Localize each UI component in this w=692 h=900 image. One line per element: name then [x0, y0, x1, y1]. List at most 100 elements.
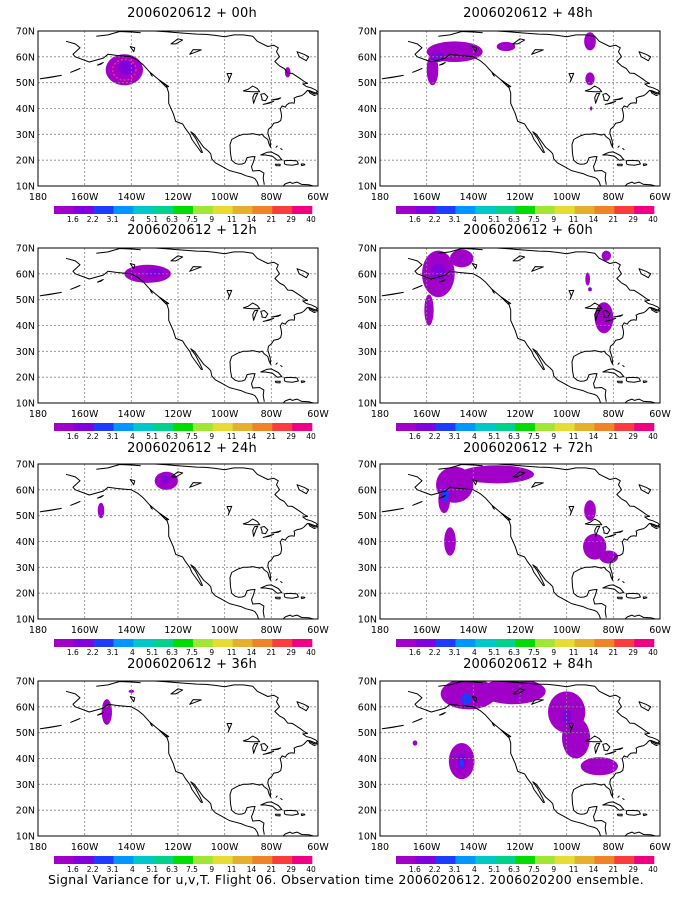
island-outline [39, 724, 62, 730]
lon-tick-label: 80W [261, 192, 283, 203]
coastline [65, 257, 314, 403]
variance-blob [580, 757, 618, 776]
lat-tick-label: 50N [358, 511, 377, 522]
colorbar-segment [495, 206, 516, 214]
map-gridlines [380, 681, 660, 836]
lake-outline [604, 100, 617, 105]
island-outline [280, 798, 283, 801]
lat-tick-label: 40N [16, 104, 35, 115]
variance-fields [436, 465, 619, 564]
variance-fields [422, 249, 614, 334]
colorbar-label: 21 [609, 432, 619, 441]
colorbar-segment [212, 423, 233, 431]
colorbar-label: 4 [130, 648, 135, 657]
lat-tick-label: 40N [358, 321, 377, 332]
colorbar-segment [272, 206, 293, 214]
lake-outline [531, 49, 544, 55]
colorbar: 1.6 2.2 3.1 4 5.1 6.3 7.5 9 11 14 21 29 40 [54, 856, 316, 874]
colorbar-label: 1.6 [67, 648, 79, 657]
map-frame [37, 463, 319, 620]
colorbar-label: 6.3 [166, 215, 178, 224]
variance-blob [424, 294, 434, 326]
lat-tick-label: 40N [16, 754, 35, 765]
coastline [154, 464, 318, 618]
island-outline [622, 365, 625, 368]
colorbar-label: 11 [227, 215, 237, 224]
island-outline [491, 71, 495, 77]
island-outline [500, 296, 512, 305]
island-outline [661, 79, 676, 89]
lake-outline [260, 93, 269, 102]
lake-outline [260, 526, 269, 535]
lat-tick-label: 20N [358, 373, 377, 384]
variance-blob [160, 475, 170, 484]
colorbar-label: 3.1 [107, 215, 119, 224]
map-frame [379, 463, 661, 620]
colorbar-label: 1.6 [409, 215, 421, 224]
colorbar-segment [415, 856, 436, 864]
island-outline [625, 376, 641, 383]
variance-blob [583, 533, 607, 560]
colorbar-segment [292, 206, 313, 214]
colorbar-segment [153, 423, 174, 431]
lon-tick-label: 160W [413, 842, 441, 853]
coastline [154, 681, 318, 835]
island-outline [97, 279, 104, 283]
colorbar-segment [455, 423, 476, 431]
lon-tick-label: 160W [71, 842, 99, 853]
lon-tick-label: 160W [413, 625, 441, 636]
colorbar-label: 5.1 [488, 215, 500, 224]
island-outline [275, 795, 278, 798]
colorbar-segment [192, 856, 214, 864]
colorbar-segment [554, 206, 575, 214]
island-outline [296, 484, 310, 495]
lon-tick-label: 180 [371, 625, 389, 636]
lake-outline [602, 743, 611, 752]
colorbar-label: 4 [472, 215, 477, 224]
colorbar-segment [455, 856, 476, 864]
lon-tick-label: 160W [71, 192, 99, 203]
lat-tick-label: 60N [358, 269, 377, 280]
coastlines [39, 248, 318, 403]
map-area [38, 31, 318, 186]
lake-outline [613, 314, 624, 318]
lat-tick-label: 60N [358, 702, 377, 713]
colorbar-label: 29 [628, 865, 638, 874]
island-outline [617, 362, 620, 365]
lon-tick-label: 120W [506, 409, 534, 420]
island-outline [39, 507, 62, 513]
colorbar-label: 11 [227, 648, 237, 657]
colorbar-segment [534, 856, 556, 864]
island-outline [300, 163, 306, 167]
colorbar-segment [574, 206, 595, 214]
coastline [407, 257, 656, 403]
colorbar-segment [534, 423, 556, 431]
variance-blob [459, 759, 464, 768]
island-outline [602, 801, 625, 811]
colorbar-label: 2.2 [87, 865, 99, 874]
colorbar-segment [232, 639, 253, 647]
island-outline [158, 296, 170, 305]
map-gridlines [38, 248, 318, 403]
lon-tick-label: 100W [553, 192, 581, 203]
island-outline [650, 739, 660, 747]
colorbar-segment [292, 856, 313, 864]
lon-tick-label: 100W [211, 192, 239, 203]
colorbar-segment [232, 856, 253, 864]
colorbar-segment [252, 206, 273, 214]
lat-tick-label: 30N [358, 130, 377, 141]
lon-tick-label: 140W [460, 192, 488, 203]
colorbar-label: 21 [267, 865, 277, 874]
colorbar-segment [153, 206, 174, 214]
lon-tick-label: 60W [649, 409, 671, 420]
island-outline [650, 306, 660, 314]
colorbar-label: 5.1 [146, 865, 158, 874]
colorbar-segment [54, 639, 75, 647]
lake-outline [602, 93, 611, 102]
island-outline [319, 512, 334, 522]
colorbar-label: 2.2 [87, 648, 99, 657]
lon-tick-label: 180 [371, 842, 389, 853]
panel-title-72h: 2006020612 + 72h [463, 441, 593, 456]
lat-tick-label: 30N [16, 347, 35, 358]
